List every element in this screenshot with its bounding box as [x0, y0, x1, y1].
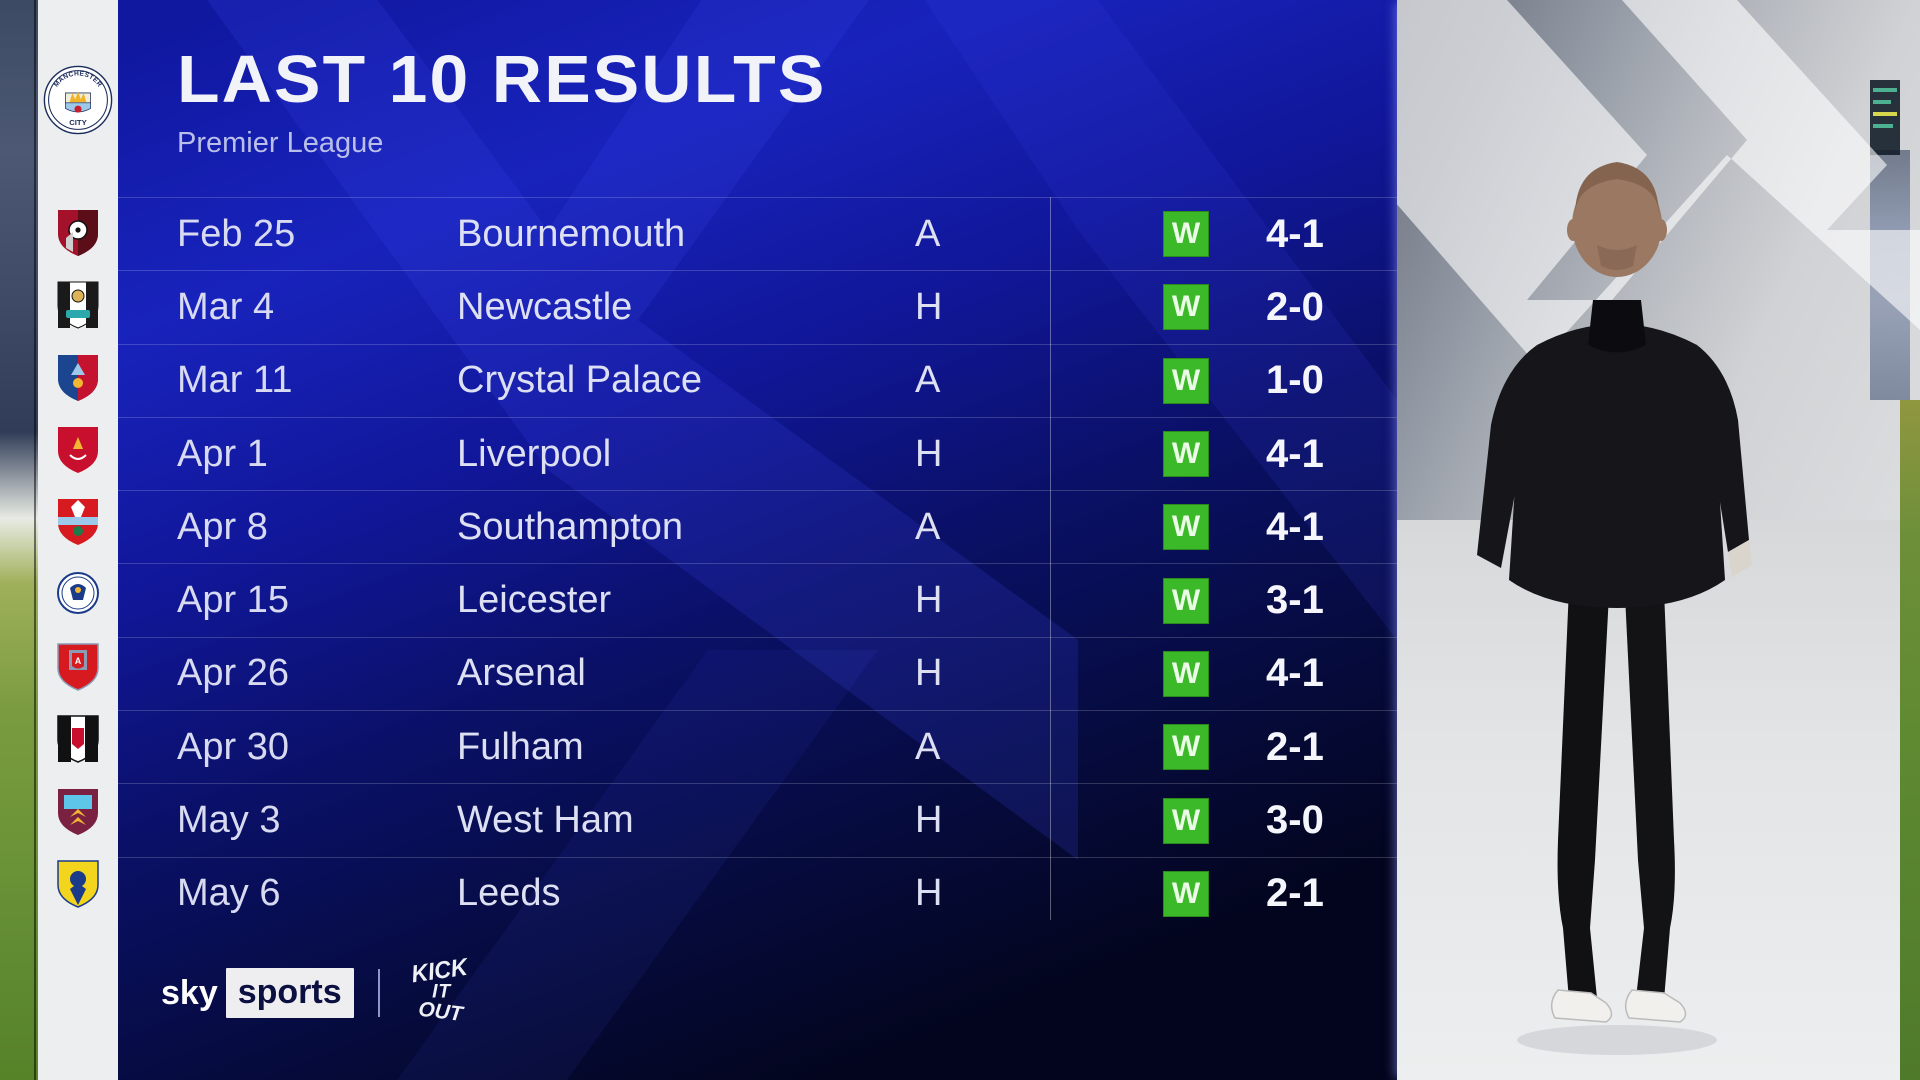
svg-text:OUT: OUT: [417, 998, 466, 1024]
svg-text:A: A: [75, 656, 82, 666]
svg-text:CITY: CITY: [69, 118, 87, 127]
